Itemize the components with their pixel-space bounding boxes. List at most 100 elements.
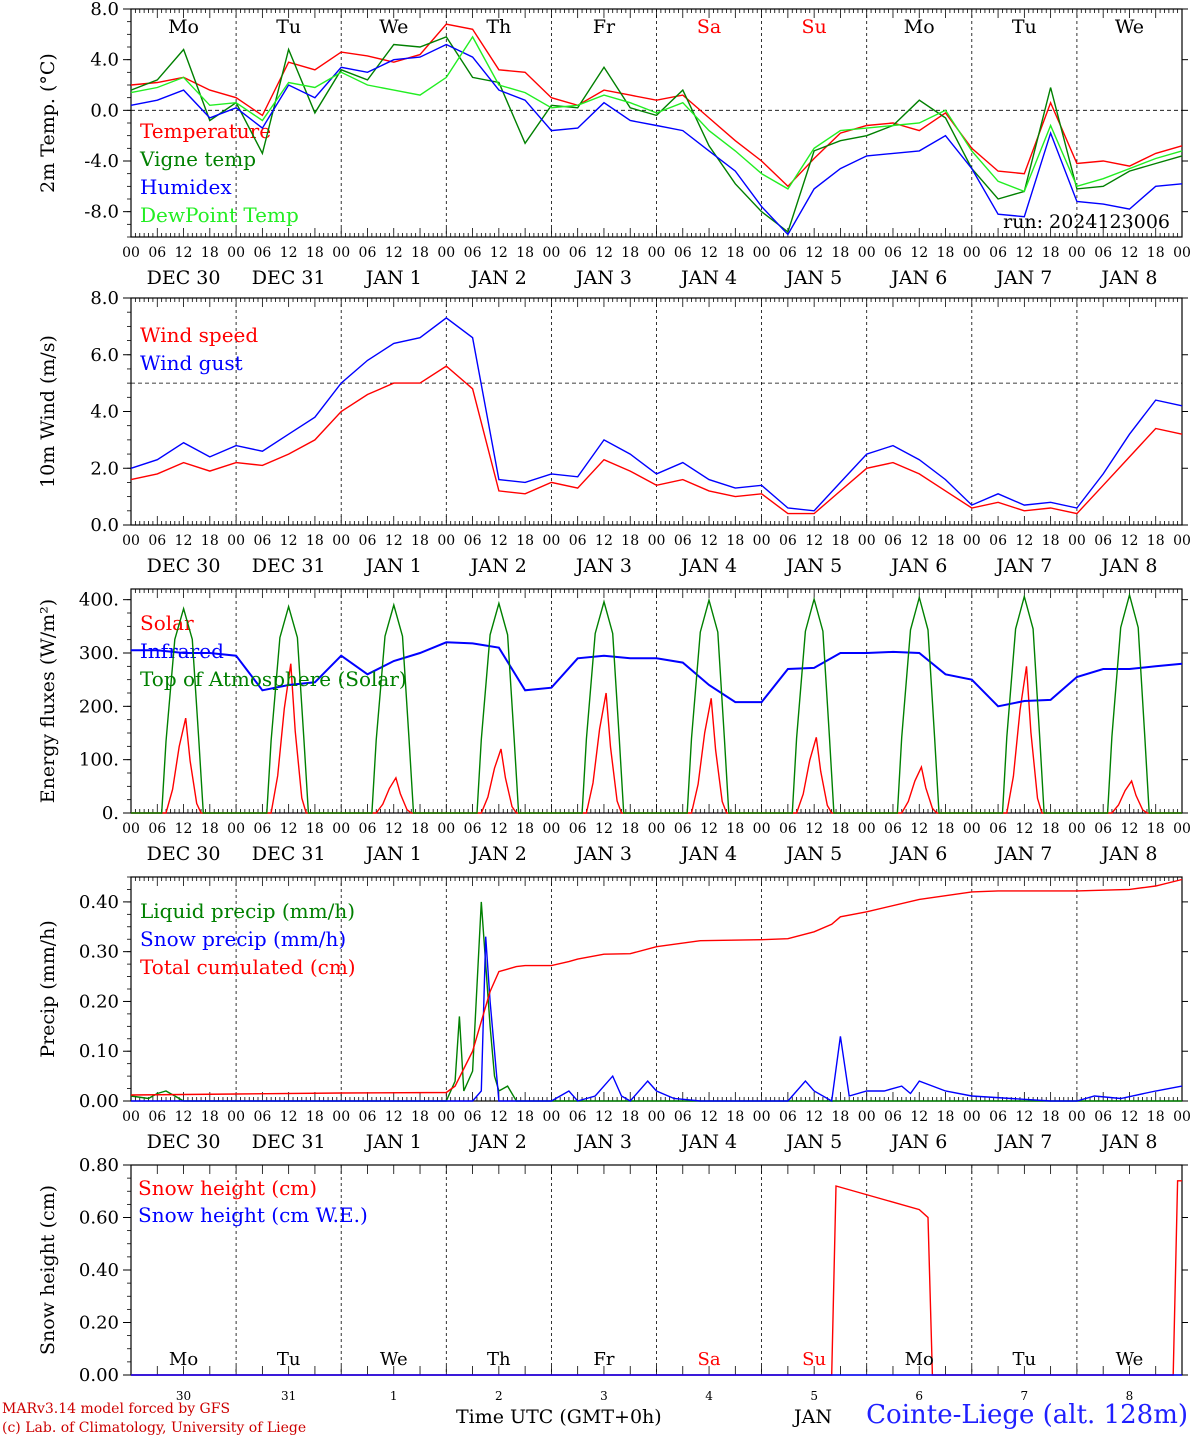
date-label: JAN 6 [889,1131,947,1153]
hour-tick-label: 00 [753,533,771,549]
hour-tick-label: 00 [858,1109,876,1125]
y-tick-label: -4.0 [84,151,119,172]
hour-tick-label: 12 [385,821,403,837]
hour-tick-label: 00 [122,533,140,549]
hour-tick-label: 00 [858,533,876,549]
hour-tick-label: 00 [753,1109,771,1125]
day-number-label: 5 [810,1389,818,1403]
hour-tick-label: 06 [253,821,271,837]
station-label: Cointe-Liege (alt. 128m) [866,1400,1188,1430]
hour-tick-label: 00 [122,821,140,837]
hour-tick-label: 06 [779,1109,797,1125]
date-label: JAN 5 [784,1131,842,1153]
date-label: JAN 5 [784,843,842,865]
weekday-label: Sa [697,16,721,38]
hour-tick-label: 06 [569,1109,587,1125]
weekday-label: Tu [1012,16,1037,38]
hour-tick-label: 00 [227,1109,245,1125]
hour-tick-label: 06 [359,1109,377,1125]
hour-tick-label: 06 [884,533,902,549]
hour-tick-label: 18 [1147,245,1165,261]
y-tick-label: 0.20 [79,991,119,1012]
hour-tick-label: 18 [411,533,429,549]
hour-tick-label: 06 [1094,533,1112,549]
legend-temperature: Temperature [140,119,271,143]
date-label: JAN 5 [784,267,842,289]
hour-tick-label: 00 [1068,533,1086,549]
hour-tick-label: 12 [700,533,718,549]
hour-tick-label: 06 [989,1109,1007,1125]
weekday-label: Mo [169,1349,198,1370]
y-tick-label: 6.0 [90,345,119,366]
legend-top-of-atmosphere-solar: Top of Atmosphere (Solar) [140,667,407,691]
hour-tick-label: 18 [621,1109,639,1125]
hour-tick-label: 12 [805,1109,823,1125]
date-label: DEC 30 [147,1131,221,1153]
hour-tick-label: 00 [227,821,245,837]
hour-tick-label: 06 [569,533,587,549]
hour-tick-label: 18 [201,1109,219,1125]
hour-tick-label: 00 [332,821,350,837]
hour-tick-label: 00 [227,533,245,549]
hour-tick-label: 12 [595,1109,613,1125]
hour-tick-label: 00 [1173,533,1191,549]
date-label: JAN 3 [574,843,632,865]
series-line-dewpoint-temp [130,35,1183,193]
hour-tick-label: 06 [148,533,166,549]
weekday-label: Sa [698,1349,721,1370]
hour-tick-label: 12 [700,821,718,837]
legend-total-cumulated-cm: Total cumulated (cm) [140,955,356,979]
y-tick-label: 0.00 [79,1091,119,1112]
hour-tick-label: 12 [595,533,613,549]
hour-tick-label: 06 [464,245,482,261]
hour-tick-label: 06 [359,533,377,549]
hour-tick-label: 12 [805,533,823,549]
hour-tick-label: 00 [1173,1109,1191,1125]
hour-tick-label: 00 [648,533,666,549]
hour-tick-label: 18 [411,821,429,837]
hour-tick-label: 06 [674,1109,692,1125]
hour-tick-label: 00 [648,1109,666,1125]
y-tick-label: 300. [79,643,119,664]
date-label: JAN 1 [364,843,422,865]
hour-tick-label: 18 [726,821,744,837]
date-label: JAN 4 [679,843,737,865]
hour-tick-label: 00 [963,245,981,261]
legend-snow-precip-mm-h: Snow precip (mm/h) [140,927,346,951]
hour-tick-label: 00 [963,1109,981,1125]
day-number-label: 6 [915,1389,923,1403]
date-label: JAN 5 [784,555,842,577]
date-label: JAN 4 [679,267,737,289]
hour-tick-label: 18 [306,1109,324,1125]
hour-tick-label: 06 [779,821,797,837]
hour-tick-label: 06 [253,1109,271,1125]
y-tick-label: 0.80 [79,1155,119,1176]
hour-tick-label: 00 [122,1109,140,1125]
hour-tick-label: 18 [1042,1109,1060,1125]
hour-tick-label: 00 [858,821,876,837]
hour-tick-label: 00 [437,1109,455,1125]
hour-tick-label: 12 [1015,1109,1033,1125]
date-label: JAN 7 [994,1131,1052,1153]
y-axis-label: 2m Temp. (°C) [37,53,59,193]
hour-tick-label: 06 [1094,821,1112,837]
day-number-label: 1 [390,1389,398,1403]
hour-tick-label: 00 [1173,245,1191,261]
hour-tick-label: 06 [779,245,797,261]
hour-tick-label: 18 [1147,821,1165,837]
hour-tick-label: 00 [753,245,771,261]
weekday-label: Th [487,1349,511,1370]
y-axis-label: Precip (mm/h) [37,920,59,1058]
hour-tick-label: 12 [910,1109,928,1125]
hour-tick-label: 06 [674,533,692,549]
y-axis-label: Snow height (cm) [37,1185,59,1355]
y-tick-label: 0.20 [79,1313,119,1334]
hour-tick-label: 12 [1121,533,1139,549]
hour-tick-label: 00 [542,245,560,261]
date-label: DEC 30 [147,555,221,577]
y-axis-label: Energy fluxes (W/m²) [37,599,59,803]
y-tick-label: 0.10 [79,1041,119,1062]
stray-month-label: JAN [794,1406,832,1428]
hour-tick-label: 18 [726,245,744,261]
hour-tick-label: 18 [201,245,219,261]
